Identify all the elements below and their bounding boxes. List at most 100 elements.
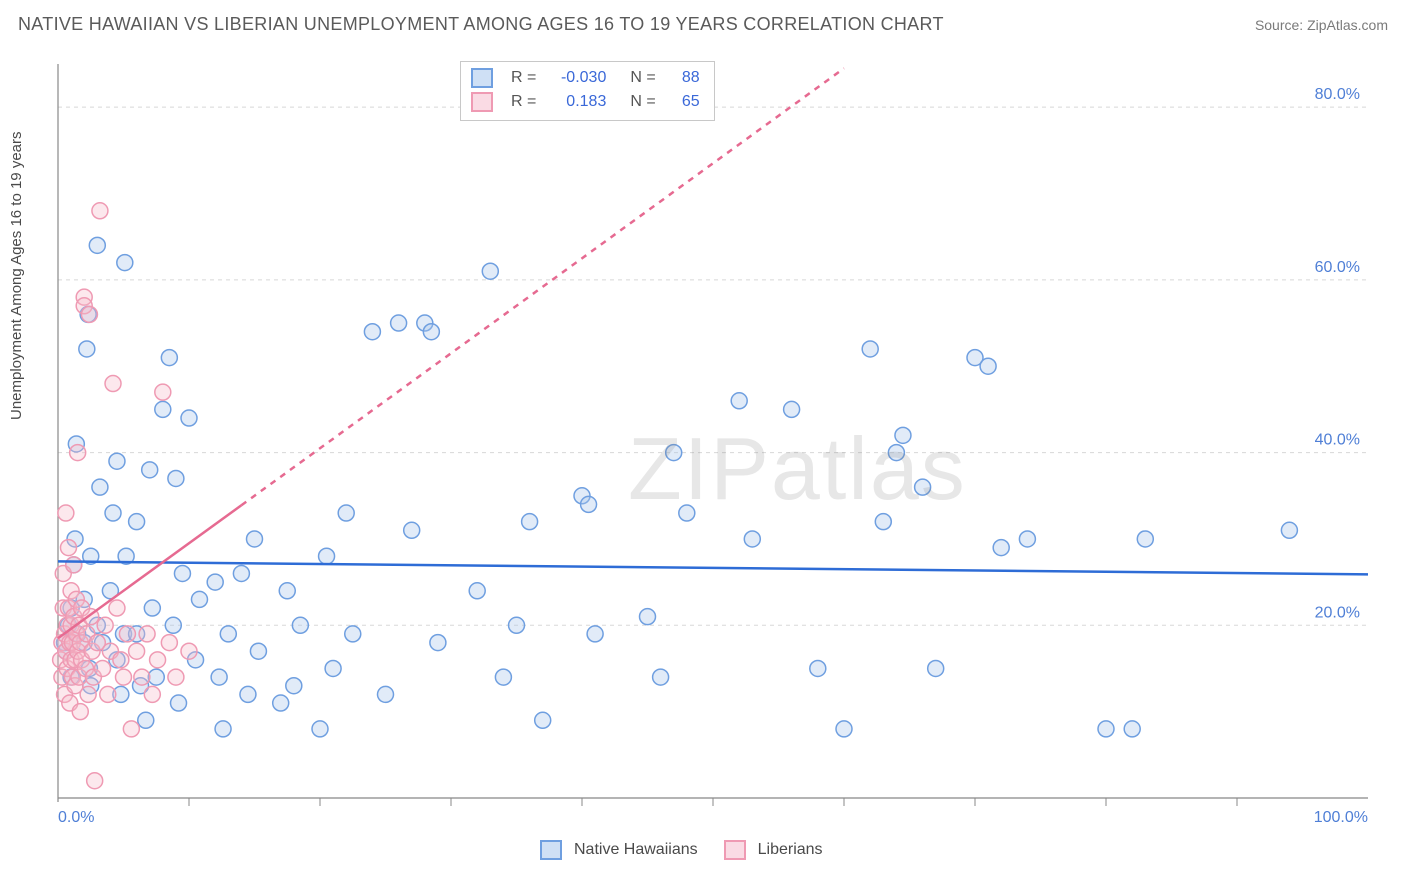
data-point [404,522,420,538]
data-point [679,505,695,521]
r-value: 0.183 [550,90,606,114]
data-point [928,660,944,676]
data-point [113,652,129,668]
scatter-chart: 20.0% 40.0% 60.0% 80.0% 0.0% 100.0% R = -0.030… [48,58,1388,828]
y-tick-label: 20.0% [1315,604,1360,621]
data-point [81,306,97,322]
data-point [174,565,190,581]
data-point [105,376,121,392]
data-point [207,574,223,590]
data-point [87,773,103,789]
stats-legend: R =-0.030N =88R =0.183N =65 [460,61,715,121]
data-point [247,531,263,547]
data-point [80,686,96,702]
legend-swatch [471,92,493,112]
data-point [181,643,197,659]
data-point [191,591,207,607]
data-point [666,445,682,461]
data-point [58,505,74,521]
data-point [915,479,931,495]
data-point [60,540,76,556]
data-point [292,617,308,633]
data-point [1137,531,1153,547]
legend-item: Liberians [724,840,823,860]
data-point [66,557,82,573]
data-point [1019,531,1035,547]
x-max-label: 100.0% [1314,809,1368,826]
bottom-legend: Native Hawaiians Liberians [540,840,823,860]
data-point [509,617,525,633]
data-point [522,514,538,530]
data-point [148,669,164,685]
data-point [993,540,1009,556]
data-point [144,600,160,616]
data-point [155,401,171,417]
data-point [181,410,197,426]
data-point [105,505,121,521]
data-point [875,514,891,530]
data-point [391,315,407,331]
r-label: R = [511,90,536,114]
data-point [319,548,335,564]
data-point [95,660,111,676]
data-point [378,686,394,702]
data-point [653,669,669,685]
data-point [92,203,108,219]
data-point [338,505,354,521]
data-point [640,609,656,625]
legend-swatch [540,840,562,860]
data-point [100,686,116,702]
data-point [155,384,171,400]
data-point [129,643,145,659]
data-point [980,358,996,374]
data-point [286,678,302,694]
data-point [810,660,826,676]
legend-label: Native Hawaiians [574,841,698,859]
data-point [220,626,236,642]
data-point [150,652,166,668]
stats-row: R =-0.030N =88 [471,66,700,90]
y-tick-label: 80.0% [1315,86,1360,103]
data-point [97,617,113,633]
y-tick-label: 40.0% [1315,432,1360,449]
n-label: N = [630,66,655,90]
data-point [535,712,551,728]
data-point [495,669,511,685]
data-point [279,583,295,599]
data-point [345,626,361,642]
data-point [142,462,158,478]
data-point [79,341,95,357]
data-point [233,565,249,581]
data-point [215,721,231,737]
y-tick-label: 60.0% [1315,259,1360,276]
x-min-label: 0.0% [58,809,94,826]
data-point [123,721,139,737]
n-label: N = [630,90,655,114]
data-point [129,514,145,530]
data-point [888,445,904,461]
data-point [144,686,160,702]
data-point [119,626,135,642]
data-point [587,626,603,642]
data-point [1281,522,1297,538]
data-point [312,721,328,737]
legend-swatch [724,840,746,860]
data-point [273,695,289,711]
data-point [139,626,155,642]
data-point [784,401,800,417]
data-point [250,643,266,659]
data-point [240,686,256,702]
n-value: 88 [670,66,700,90]
data-point [117,255,133,271]
data-point [211,669,227,685]
data-point [70,445,86,461]
data-point [109,600,125,616]
data-point [430,635,446,651]
y-axis-label: Unemployment Among Ages 16 to 19 years [8,131,25,420]
data-point [836,721,852,737]
chart-svg: 20.0% 40.0% 60.0% 80.0% 0.0% 100.0% [48,58,1388,828]
data-point [116,669,132,685]
data-point [138,712,154,728]
data-point [72,704,88,720]
r-value: -0.030 [550,66,606,90]
